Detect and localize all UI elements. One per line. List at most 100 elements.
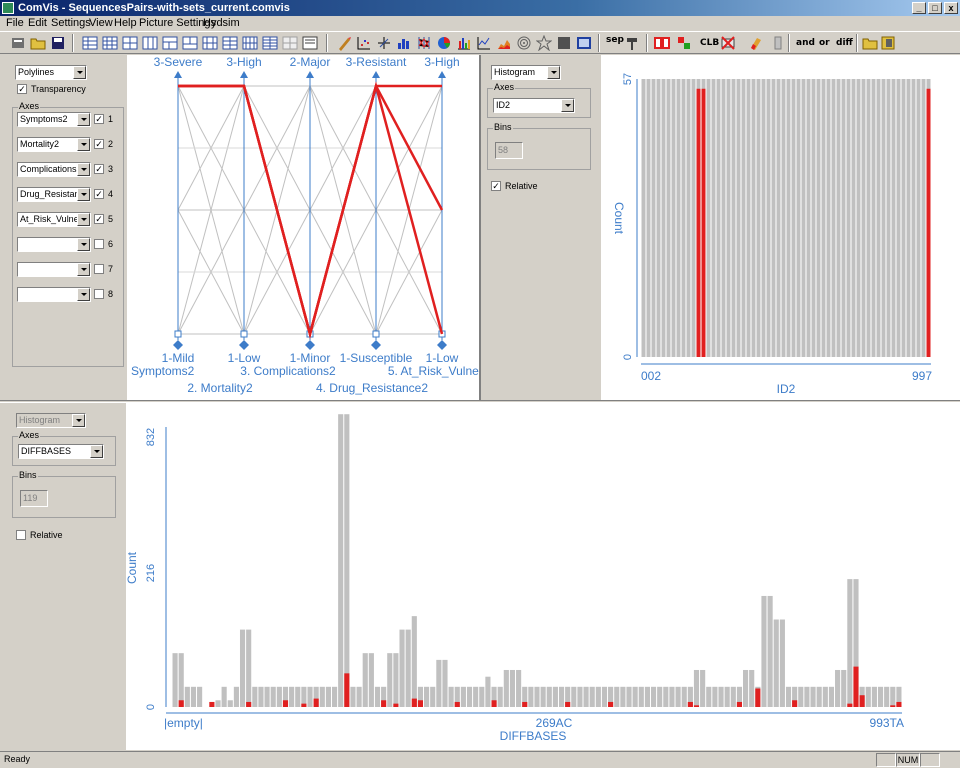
maximize-button[interactable]: □ (928, 2, 942, 14)
histogram-bar[interactable] (252, 686, 258, 707)
axis-visible-checkbox[interactable] (94, 289, 104, 299)
axis-select[interactable]: Symptoms2 (17, 112, 91, 127)
histogram-bar[interactable] (485, 676, 491, 707)
histogram-bar[interactable] (890, 686, 896, 707)
histogram-bar[interactable] (726, 79, 731, 357)
histogram-bar[interactable] (583, 686, 589, 707)
histogram-bar[interactable] (916, 79, 921, 357)
histogram-bar[interactable] (891, 79, 896, 357)
histogram-bar[interactable] (473, 686, 479, 707)
histogram-bar[interactable] (644, 686, 650, 707)
histogram-bar[interactable] (756, 79, 761, 357)
histogram-bar[interactable] (227, 700, 233, 707)
highlighted-bar[interactable] (853, 666, 859, 707)
histogram-bar[interactable] (661, 79, 666, 357)
histogram-bar[interactable] (197, 686, 203, 707)
filter-icon[interactable] (770, 35, 786, 51)
histogram-bar[interactable] (184, 686, 190, 707)
histogram-bar[interactable] (791, 79, 796, 357)
histogram-bar[interactable] (362, 653, 368, 707)
highlighted-bar[interactable] (393, 703, 399, 707)
axis-select[interactable] (17, 237, 91, 252)
histogram-bar[interactable] (233, 686, 239, 707)
histogram-bar[interactable] (595, 686, 601, 707)
histogram-bar[interactable] (810, 686, 816, 707)
close-button[interactable]: x (944, 2, 958, 14)
view-type-select[interactable]: Polylines (15, 65, 87, 80)
highlighted-bar[interactable] (411, 698, 417, 707)
histogram-bar[interactable] (552, 686, 558, 707)
axis-bottom-diamond-icon[interactable] (437, 340, 447, 350)
layout-grid-icon[interactable] (202, 35, 218, 51)
histogram-bar[interactable] (344, 414, 350, 707)
histogram-bar[interactable] (686, 79, 691, 357)
histogram-bar[interactable] (215, 700, 221, 707)
chevron-down-icon[interactable] (77, 288, 90, 301)
axis-bottom-diamond-icon[interactable] (173, 340, 183, 350)
histogram-bar[interactable] (693, 669, 700, 707)
layout-grid-icon[interactable] (262, 35, 278, 51)
histogram-bar[interactable] (786, 79, 791, 357)
histogram-bar[interactable] (454, 686, 460, 707)
histogram-bar[interactable] (865, 686, 871, 707)
layout-grid-icon[interactable] (102, 35, 118, 51)
histogram-bar[interactable] (712, 686, 718, 707)
histogram-bar[interactable] (901, 79, 906, 357)
axis-handle[interactable] (372, 330, 380, 338)
histogram-bar[interactable] (851, 79, 856, 357)
histogram-bar[interactable] (743, 669, 749, 707)
histogram-bar[interactable] (540, 686, 546, 707)
histogram-bar[interactable] (718, 686, 724, 707)
linked-views-icon[interactable] (654, 35, 670, 51)
histogram-bar[interactable] (724, 686, 730, 707)
histogram-bar[interactable] (761, 595, 767, 707)
clear-selection-icon[interactable] (720, 35, 736, 51)
axis-top-arrow-icon[interactable] (174, 71, 182, 78)
highlighted-bar[interactable] (282, 700, 289, 707)
histogram-bar[interactable] (589, 686, 595, 707)
axis-top-arrow-icon[interactable] (438, 71, 446, 78)
histogram-bar[interactable] (356, 686, 362, 707)
histogram-bar[interactable] (565, 686, 571, 707)
histogram-bar[interactable] (706, 686, 712, 707)
histogram-bar[interactable] (651, 79, 656, 357)
histogram-bar[interactable] (331, 686, 338, 707)
layout-grid-icon[interactable] (242, 35, 258, 51)
histogram-bar[interactable] (749, 669, 755, 707)
histogram-bar[interactable] (700, 669, 706, 707)
histogram-bar[interactable] (190, 686, 197, 707)
chevron-down-icon[interactable] (561, 99, 574, 112)
histogram-bar[interactable] (746, 79, 751, 357)
bins-input[interactable]: 119 (20, 490, 48, 507)
layout-custom-icon[interactable] (302, 35, 318, 51)
histogram-bar[interactable] (669, 686, 675, 707)
histogram-bar[interactable] (641, 79, 646, 357)
histogram-bar[interactable] (650, 686, 657, 707)
histogram-bar[interactable] (798, 686, 804, 707)
histogram-bar[interactable] (178, 653, 184, 707)
highlighted-bar[interactable] (301, 703, 307, 707)
axis-select[interactable] (17, 262, 91, 277)
highlighted-bar[interactable] (693, 705, 700, 707)
histogram-bar[interactable] (731, 79, 736, 357)
panel-divider[interactable] (0, 400, 960, 403)
histogram-bar[interactable] (781, 79, 786, 357)
histogram-bar[interactable] (816, 79, 821, 357)
axis-select[interactable]: Mortality2 (17, 137, 91, 152)
histogram-bar[interactable] (816, 686, 822, 707)
axis-top-arrow-icon[interactable] (306, 71, 314, 78)
layout-grid-icon[interactable] (82, 35, 98, 51)
parallel-coordinates-icon[interactable] (416, 35, 432, 51)
histogram-bar[interactable] (751, 79, 756, 357)
histogram-bar[interactable] (479, 686, 485, 707)
histogram-bar[interactable] (675, 686, 681, 707)
histogram-bar[interactable] (626, 686, 632, 707)
chevron-down-icon[interactable] (73, 66, 86, 79)
histogram-bar[interactable] (785, 686, 792, 707)
histogram-bar[interactable] (871, 79, 876, 357)
histogram-bar[interactable] (289, 686, 295, 707)
histogram-bar[interactable] (368, 653, 374, 707)
highlighted-bar[interactable] (608, 701, 614, 707)
highlighted-bar[interactable] (926, 88, 931, 357)
histogram-bar[interactable] (614, 686, 620, 707)
